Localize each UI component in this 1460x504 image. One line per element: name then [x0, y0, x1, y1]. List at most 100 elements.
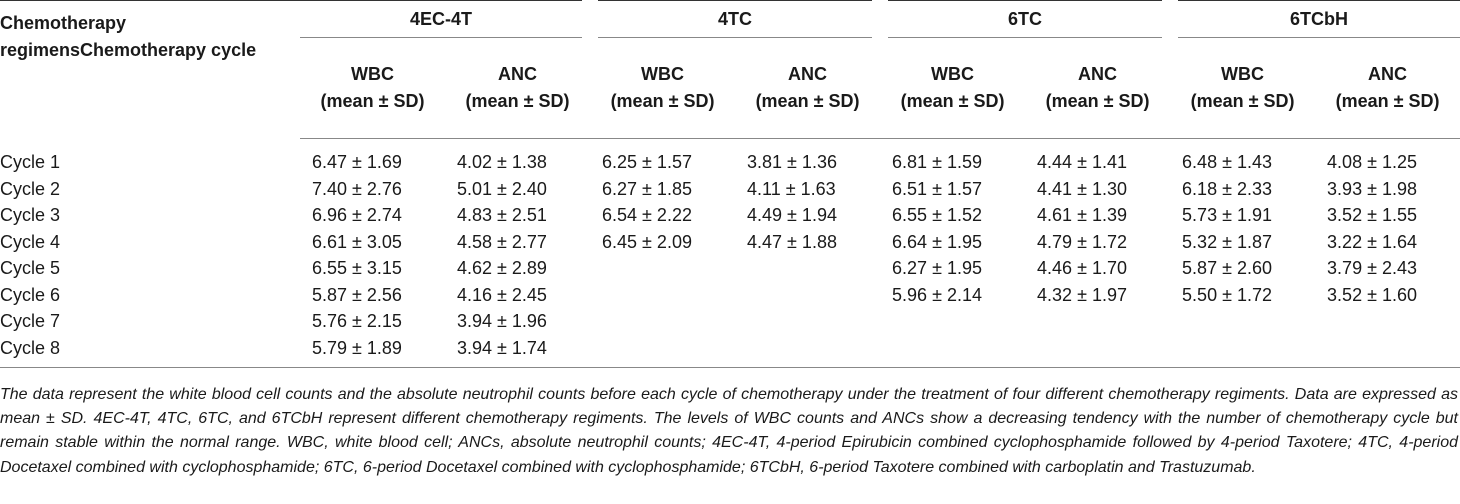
subheader-anc: ANC (mean ± SD)	[445, 37, 591, 139]
table-cell: 4.46 ± 1.70	[1037, 258, 1127, 278]
table-cell: 4.02 ± 1.38	[457, 152, 547, 172]
table-cell: 6.55 ± 3.15	[312, 258, 402, 278]
row-label: Cycle 4	[0, 231, 61, 252]
table-cell: 5.01 ± 2.40	[457, 178, 547, 199]
table-cell: 6.27 ± 1.85	[602, 178, 692, 199]
table-cell: 4.44 ± 1.41	[1037, 152, 1127, 172]
table-cell: 6.61 ± 3.05	[312, 231, 402, 252]
table-cell: 6.55 ± 1.52	[892, 205, 982, 225]
table-cell	[1170, 335, 1315, 362]
row-label: Cycle 6	[0, 284, 61, 305]
results-table-container: Chemotherapy regimensChemotherapy cycle …	[0, 0, 1460, 368]
table-cell: 6.54 ± 2.22	[602, 205, 692, 225]
table-cell: 7.40 ± 2.76	[312, 178, 402, 199]
table-row: Cycle 6 5.87 ± 2.56 4.16 ± 2.45 5.96 ± 2.14…	[0, 282, 1460, 309]
table-cell	[1315, 308, 1460, 335]
table-cell: 6.81 ± 1.59	[892, 152, 982, 172]
table-cell: 6.64 ± 1.95	[892, 231, 982, 252]
table-row: Cycle 1 6.47 ± 1.69 4.02 ± 1.38 6.25 ± 1.57…	[0, 149, 1460, 176]
table-cell: 5.96 ± 2.14	[892, 284, 982, 305]
table-cell: 3.79 ± 2.43	[1327, 258, 1417, 278]
group-header-6tc: 6TC	[872, 0, 1171, 38]
row-label: Cycle 3	[0, 205, 61, 225]
group-header-6tcbh: 6TCbH	[1162, 0, 1460, 38]
table-row: Cycle 4 6.61 ± 3.05 4.58 ± 2.77 6.45 ± 2.09…	[0, 229, 1460, 256]
table-cell: 6.45 ± 2.09	[602, 231, 692, 252]
table-cell: 4.62 ± 2.89	[457, 258, 547, 278]
subheader-wbc: WBC (mean ± SD)	[300, 37, 445, 139]
table-cell	[590, 335, 735, 362]
subheader-wbc: WBC (mean ± SD)	[590, 37, 736, 139]
table-cell: 5.73 ± 1.91	[1182, 205, 1272, 225]
table-cell: 5.79 ± 1.89	[312, 337, 402, 358]
wbc-anc-table: Chemotherapy regimensChemotherapy cycle …	[0, 0, 1460, 368]
table-cell: 3.52 ± 1.55	[1327, 205, 1417, 225]
subheader-wbc: WBC (mean ± SD)	[880, 37, 1026, 139]
table-cell: 4.79 ± 1.72	[1037, 231, 1127, 252]
row-label: Cycle 8	[0, 337, 61, 358]
corner-header-line1: Chemotherapy	[0, 13, 127, 33]
table-body: Cycle 1 6.47 ± 1.69 4.02 ± 1.38 6.25 ± 1.57…	[0, 139, 1460, 368]
table-cell: 3.93 ± 1.98	[1327, 178, 1417, 199]
table-footnote: The data represent the white blood cell …	[0, 386, 1458, 476]
row-label: Cycle 1	[0, 152, 61, 172]
table-cell: 6.51 ± 1.57	[892, 178, 982, 199]
group-header-4tc: 4TC	[582, 0, 881, 38]
table-cell: 5.76 ± 2.15	[312, 311, 402, 331]
table-row: Cycle 7 5.76 ± 2.15 3.94 ± 1.96	[0, 308, 1460, 335]
corner-header: Chemotherapy regimensChemotherapy cycle	[0, 0, 300, 139]
table-cell: 5.32 ± 1.87	[1182, 231, 1272, 252]
table-cell: 4.83 ± 2.51	[457, 205, 547, 225]
table-cell: 4.11 ± 1.63	[747, 178, 836, 199]
table-cell: 4.61 ± 1.39	[1037, 205, 1127, 225]
subheader-anc: ANC (mean ± SD)	[735, 37, 881, 139]
table-cell	[735, 255, 880, 282]
table-cell	[1315, 335, 1460, 362]
row-label: Cycle 7	[0, 311, 61, 331]
table-cell	[880, 335, 1025, 362]
table-cell: 3.81 ± 1.36	[747, 152, 837, 172]
table-cell	[1025, 335, 1170, 362]
table-row: Cycle 2 7.40 ± 2.76 5.01 ± 2.40 6.27 ± 1.85…	[0, 176, 1460, 203]
table-cell: 3.94 ± 1.96	[457, 311, 547, 331]
table-cell	[590, 308, 735, 335]
table-cell	[880, 308, 1025, 335]
subheader-wbc: WBC (mean ± SD)	[1170, 37, 1316, 139]
corner-header-line2: regimensChemotherapy cycle	[0, 40, 257, 60]
table-cell: 4.41 ± 1.30	[1037, 178, 1127, 199]
table-cell	[590, 255, 735, 282]
table-row: Cycle 8 5.79 ± 1.89 3.94 ± 1.74	[0, 335, 1460, 362]
table-cell: 6.96 ± 2.74	[312, 205, 402, 225]
subheader-row: WBC (mean ± SD) ANC (mean ± SD) WBC (mean ±…	[0, 37, 1460, 139]
table-row: Cycle 5 6.55 ± 3.15 4.62 ± 2.89 6.27 ± 1.95…	[0, 255, 1460, 282]
table-cell: 6.48 ± 1.43	[1182, 152, 1272, 172]
table-cell	[735, 308, 880, 335]
table-cell: 6.25 ± 1.57	[602, 152, 692, 172]
table-cell	[590, 282, 735, 309]
group-header-4ec-4t: 4EC-4T	[300, 0, 591, 38]
table-cell: 3.22 ± 1.64	[1327, 231, 1417, 252]
table-cell: 5.87 ± 2.60	[1182, 258, 1272, 278]
table-cell: 4.49 ± 1.94	[747, 205, 837, 225]
table-cell: 3.94 ± 1.74	[457, 337, 547, 358]
table-row: Cycle 3 6.96 ± 2.74 4.83 ± 2.51 6.54 ± 2.22…	[0, 202, 1460, 229]
table-cell: 6.18 ± 2.33	[1182, 178, 1272, 199]
row-label: Cycle 2	[0, 178, 61, 199]
table-cell	[735, 282, 880, 309]
table-cell: 4.58 ± 2.77	[457, 231, 547, 252]
subheader-anc: ANC (mean ± SD)	[1025, 37, 1171, 139]
subheader-anc: ANC (mean ± SD)	[1315, 37, 1460, 139]
table-cell: 5.50 ± 1.72	[1182, 284, 1272, 305]
table-cell	[1025, 308, 1170, 335]
table-cell: 4.32 ± 1.97	[1037, 284, 1127, 305]
table-cell: 5.87 ± 2.56	[312, 284, 402, 305]
table-cell	[735, 335, 880, 362]
table-cell: 6.27 ± 1.95	[892, 258, 982, 278]
table-cell: 4.08 ± 1.25	[1327, 152, 1417, 172]
row-label: Cycle 5	[0, 258, 61, 278]
table-cell: 4.47 ± 1.88	[747, 231, 837, 252]
table-cell	[1170, 308, 1315, 335]
table-cell: 6.47 ± 1.69	[312, 152, 402, 172]
table-cell: 3.52 ± 1.60	[1327, 284, 1417, 305]
table-cell: 4.16 ± 2.45	[457, 284, 547, 305]
